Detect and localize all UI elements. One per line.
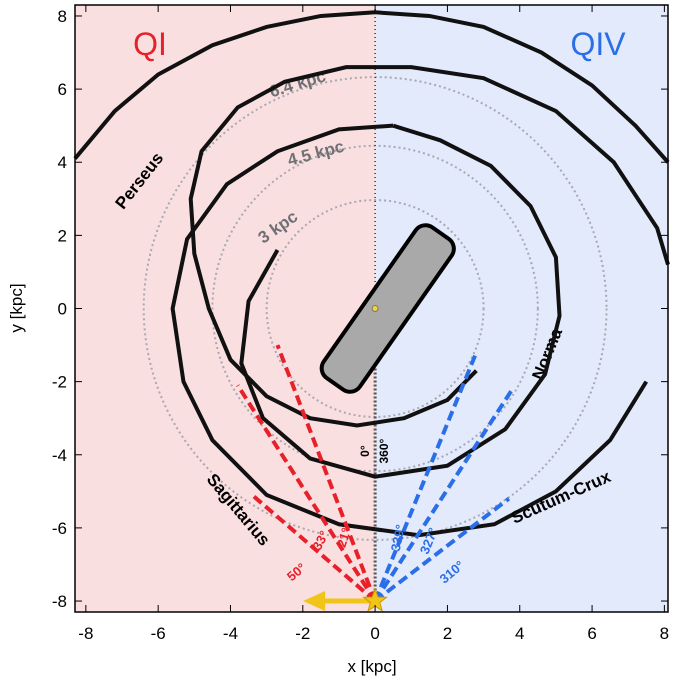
x-tick-label: -8 — [78, 624, 93, 643]
x-tick-label: 2 — [443, 624, 452, 643]
quadrant-label: QI — [133, 26, 167, 62]
galactic-center — [372, 306, 378, 312]
y-tick-label: -8 — [52, 592, 67, 611]
y-tick-label: -6 — [52, 519, 67, 538]
longitude-label: 360° — [377, 439, 391, 464]
y-tick-label: 2 — [58, 226, 67, 245]
longitude-label: 0° — [358, 445, 372, 457]
x-axis-label: x [kpc] — [347, 657, 396, 676]
y-tick-label: -2 — [52, 373, 67, 392]
x-tick-label: -6 — [151, 624, 166, 643]
y-axis-label: y [kpc] — [7, 283, 26, 332]
y-tick-label: 4 — [58, 153, 67, 172]
y-tick-label: 8 — [58, 7, 67, 26]
chart: x [kpc] y [kpc] QIQIV3 kpc4.5 kpc6.4 kpc… — [0, 0, 679, 686]
y-tick-label: -4 — [52, 446, 67, 465]
y-tick-label: 6 — [58, 80, 67, 99]
x-tick-label: 4 — [515, 624, 524, 643]
x-tick-label: 6 — [587, 624, 596, 643]
y-tick-label: 0 — [58, 300, 67, 319]
quadrant-label: QIV — [570, 26, 626, 62]
x-tick-label: -2 — [295, 624, 310, 643]
x-tick-label: 0 — [370, 624, 379, 643]
x-tick-label: -4 — [223, 624, 238, 643]
x-tick-label: 8 — [660, 624, 669, 643]
